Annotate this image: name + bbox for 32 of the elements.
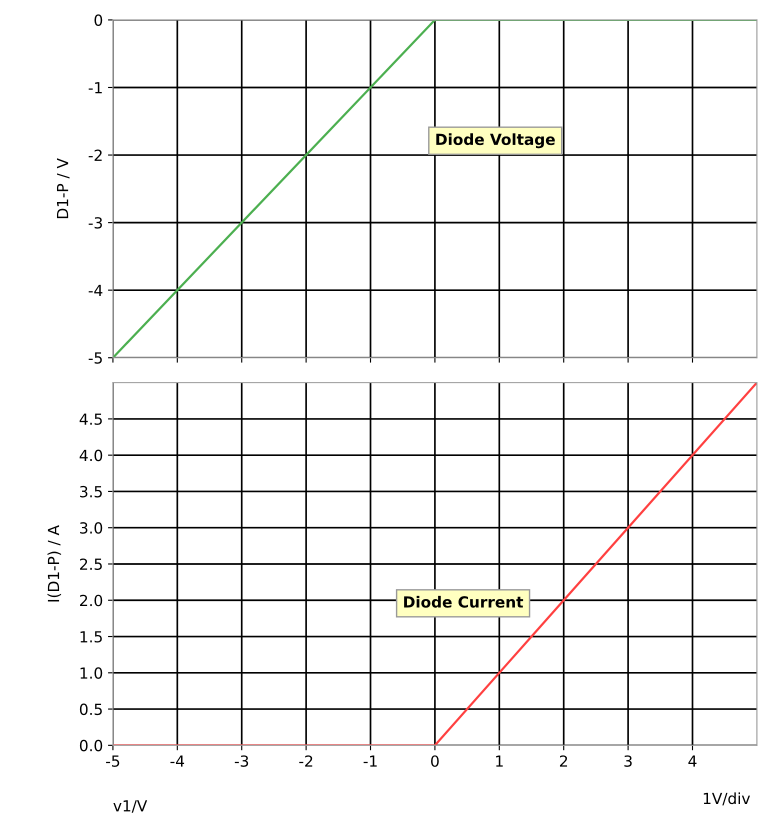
y-tick-label: 1.0 [80, 667, 102, 679]
text: 1V/div [704, 792, 750, 806]
y-tick-label: 2.0 [80, 594, 102, 606]
y-tick-label: -2 [88, 150, 102, 161]
y-tick-label: 3.0 [80, 522, 102, 534]
y-tick-label: 3.5 [80, 486, 102, 498]
x-tick-label: 3 [624, 755, 632, 767]
annotation: Diode Current [404, 596, 524, 608]
x-tick-label: 4 [688, 756, 696, 767]
x-tick-label: 0 [431, 755, 439, 767]
y-axis-title: D1-P / V [56, 158, 70, 218]
y-tick-label: 1.5 [80, 631, 102, 643]
y-tick-label: 0.0 [80, 740, 102, 752]
y-tick-label: -5 [88, 352, 102, 364]
x-tick-label: 2 [560, 755, 568, 767]
annotation: Diode Voltage [436, 133, 555, 148]
y-tick-label: -3 [88, 217, 102, 229]
x-tick-label: -1 [364, 756, 377, 767]
x-tick-label: -4 [170, 756, 184, 767]
y-axis-title: I(D1-P) / A [47, 525, 62, 602]
y-tick-label: 0.5 [80, 704, 102, 716]
y-tick-label: -4 [88, 284, 102, 296]
y-tick-label: 4.5 [80, 414, 102, 425]
y-tick-label: 2.5 [80, 558, 102, 570]
y-tick-label: 4.0 [80, 450, 102, 462]
x-tick-label: 1 [496, 756, 503, 767]
x-tick-label: -5 [106, 756, 120, 767]
y-tick-label: -1 [88, 82, 102, 94]
x-tick-label: -3 [234, 755, 248, 767]
x-axis-title: v1/V [113, 800, 148, 813]
y-tick-label: 0 [94, 14, 102, 26]
x-tick-label: -2 [299, 755, 312, 767]
